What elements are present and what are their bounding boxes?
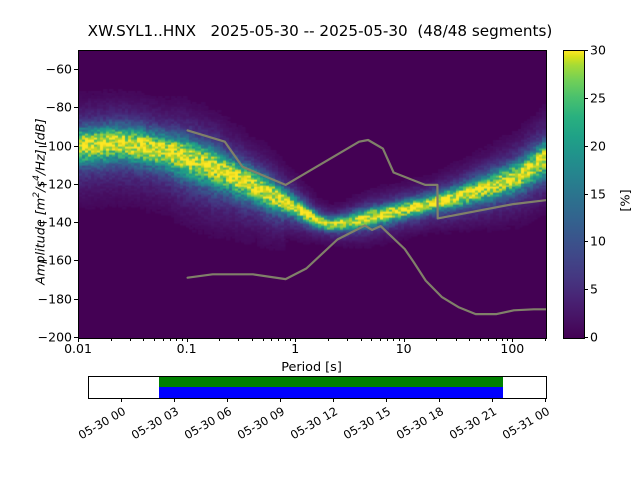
x-tick-label: 100	[500, 341, 525, 356]
data-coverage-bar[interactable]	[88, 376, 547, 399]
y-tick-label: −60	[45, 61, 72, 77]
colorbar-tick-label: 5	[590, 281, 598, 297]
x-tick-label: 1	[291, 341, 300, 356]
colorbar-tick-label: 20	[590, 138, 606, 154]
nhnm-curve	[186, 129, 546, 220]
coverage-segment-blue	[158, 387, 503, 398]
y-tick-label: −120	[37, 176, 72, 192]
y-tick-label: −160	[37, 252, 72, 268]
y-tick-label: −80	[45, 99, 72, 115]
timeline-tick-label: 05-30 00	[75, 404, 128, 443]
y-axis-ticks: −60 −80 −100 −120 −140 −160 −180 −200	[8, 0, 72, 480]
ppsd-plot-area[interactable]	[78, 50, 547, 339]
timeline-tick-label: 05-30 12	[287, 404, 340, 443]
timeline-tick-label: 05-30 03	[128, 404, 181, 443]
nlnm-curve	[186, 224, 546, 316]
x-tick-label: 10	[395, 341, 412, 356]
colorbar-tick-label: 25	[590, 90, 606, 106]
page-title: XW.SYL1..HNX 2025-05-30 -- 2025-05-30 (4…	[87, 22, 553, 40]
ppsd-density-heatmap	[79, 51, 546, 338]
y-tick-label: −140	[37, 214, 72, 230]
timeline-tick-label: 05-30 18	[393, 404, 446, 443]
colorbar-tick-label: 10	[590, 233, 606, 249]
timeline-tick-label: 05-30 21	[446, 404, 499, 443]
y-tick-label: −100	[37, 138, 72, 154]
colorbar-tick-label: 15	[590, 186, 606, 201]
colorbar-tick-label: 30	[590, 42, 606, 58]
colorbar-gradient	[564, 51, 584, 338]
gridline-vertical	[546, 51, 547, 338]
x-tick-label: 0.1	[176, 341, 197, 356]
timeline-tick-label: 05-31 00	[499, 404, 552, 443]
colorbar-label: [%]	[618, 189, 634, 212]
x-axis-label: Period [s]	[281, 360, 342, 375]
colorbar[interactable]	[563, 50, 585, 339]
coverage-inner	[89, 377, 546, 398]
noise-model-curves	[186, 129, 546, 316]
y-tick-label: −200	[37, 329, 72, 345]
timeline-tick-label: 05-30 06	[181, 404, 234, 443]
timeline-tick-label: 05-30 09	[234, 404, 287, 443]
y-tick-label: −180	[37, 291, 72, 307]
colorbar-tick-label: 0	[590, 329, 598, 345]
gridline-horizontal	[79, 338, 546, 339]
ppsd-axes-inner	[79, 51, 546, 338]
timeline-tick-label: 05-30 15	[340, 404, 393, 443]
coverage-segment-green	[158, 377, 503, 387]
